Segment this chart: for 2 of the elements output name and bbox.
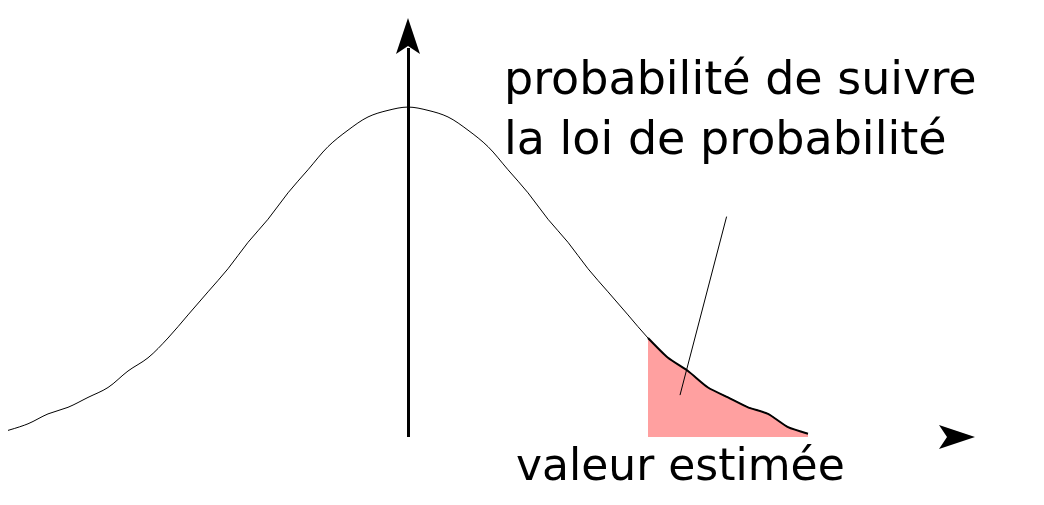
x-axis-title: valeur estimée — [516, 439, 845, 490]
annotation: probabilité de suivre la loi de probabilité — [504, 51, 977, 165]
